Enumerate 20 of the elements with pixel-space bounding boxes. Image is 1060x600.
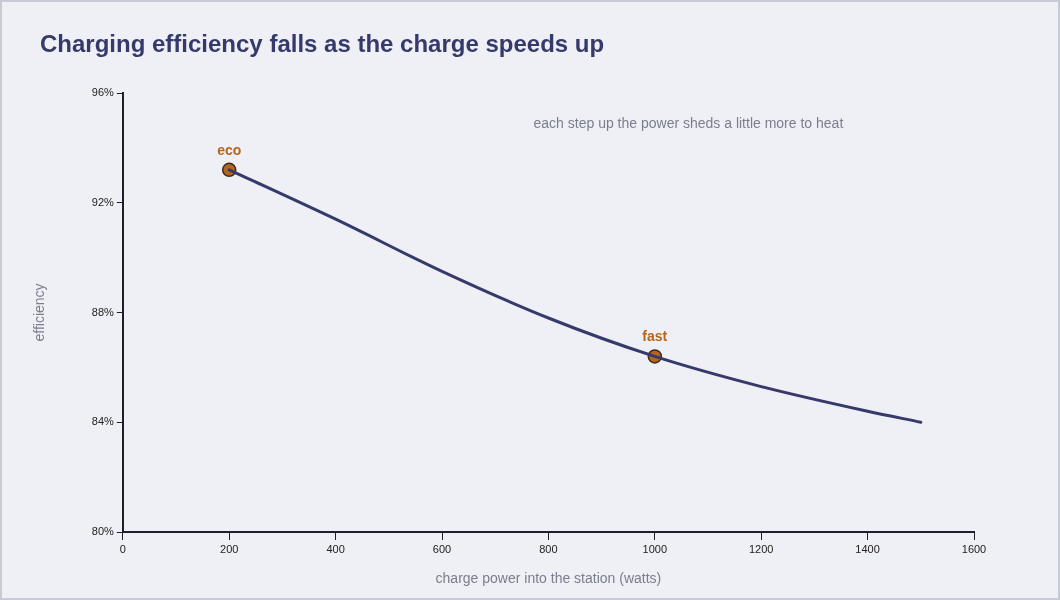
x-tick-label: 1400	[855, 542, 880, 555]
y-tick-label: 96%	[91, 86, 115, 99]
y-tick-label: 80%	[91, 525, 115, 538]
annotation: fast	[642, 328, 668, 345]
y-tick-label: 88%	[91, 305, 115, 318]
x-tick-label: 800	[539, 542, 558, 555]
chart-title: Charging efficiency falls as the charge speeds up	[40, 30, 605, 58]
annotation: eco	[217, 141, 242, 158]
x-tick-label: 600	[432, 542, 452, 555]
x-tick-label: 1000	[642, 542, 668, 555]
annotation: each step up the power sheds a little more to heat	[533, 114, 844, 131]
x-tick-label: 1600	[961, 542, 987, 555]
y-tick-label: 92%	[91, 195, 115, 208]
x-tick-label: 1200	[748, 542, 774, 555]
y-axis-title: efficiency	[31, 283, 48, 342]
x-tick-label: 200	[220, 542, 239, 555]
y-tick-label: 84%	[91, 415, 115, 428]
x-axis-title: charge power into the station (watts)	[435, 570, 662, 587]
x-tick-label: 400	[326, 542, 345, 555]
x-tick-label: 0	[119, 542, 126, 555]
